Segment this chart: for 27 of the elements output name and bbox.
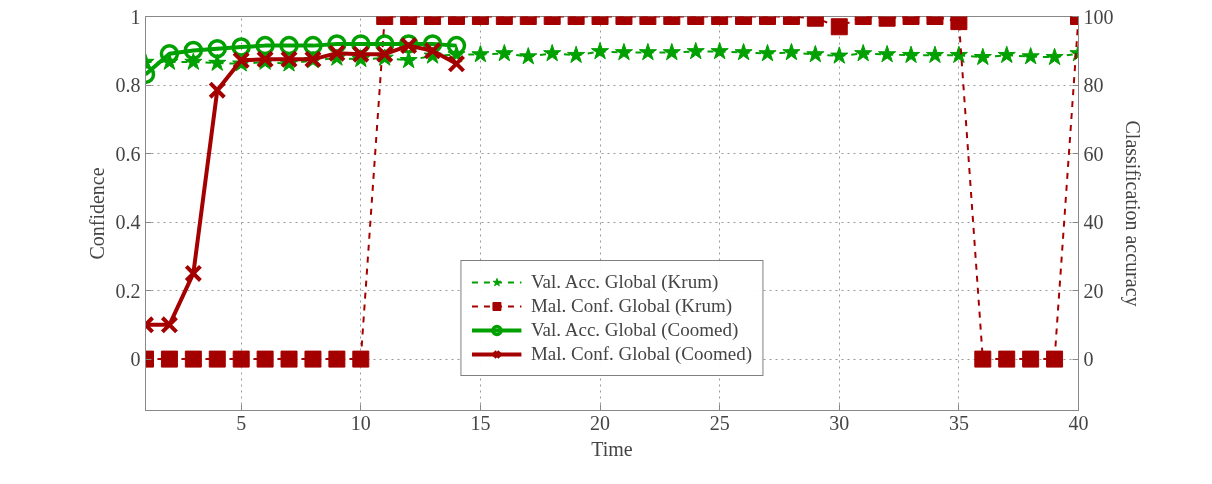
x-tick-label: 35 xyxy=(948,411,969,434)
legend-label: Val. Acc. Global (Coomed) xyxy=(530,319,739,341)
x-tick-label: 40 xyxy=(1068,411,1089,434)
legend-label: Mal. Conf. Global (Krum) xyxy=(530,295,733,317)
y2-tick-label: 80 xyxy=(1083,74,1104,97)
x-tick-label: 15 xyxy=(470,411,491,434)
y2-tick-label: 0 xyxy=(1083,348,1094,371)
x-tick-label: 5 xyxy=(236,411,247,434)
y2-tick-label: 60 xyxy=(1083,142,1104,165)
y-tick-label: 0 xyxy=(130,348,141,371)
y-tick-label: 0.6 xyxy=(115,142,141,165)
y2-tick-label: 100 xyxy=(1083,5,1114,28)
y-tick-label: 0.8 xyxy=(115,74,141,97)
x-tick-label: 25 xyxy=(709,411,730,434)
y2-tick-label: 40 xyxy=(1083,211,1104,234)
x-tick-label: 10 xyxy=(350,411,371,434)
y2-axis-title: Classification accuracy xyxy=(1120,120,1144,307)
legend-label: Val. Acc. Global (Krum) xyxy=(530,271,719,293)
legend-label: Mal. Conf. Global (Coomed) xyxy=(530,343,753,365)
y-tick-label: 1 xyxy=(130,5,141,28)
y-tick-label: 0.2 xyxy=(115,279,141,302)
y-tick-label: 0.4 xyxy=(115,211,141,234)
x-tick-label: 20 xyxy=(590,411,611,434)
x-tick-label: 30 xyxy=(829,411,850,434)
y-axis-title: Confidence xyxy=(85,167,108,260)
y2-tick-label: 20 xyxy=(1083,279,1104,302)
x-axis-title: Time xyxy=(591,437,633,460)
